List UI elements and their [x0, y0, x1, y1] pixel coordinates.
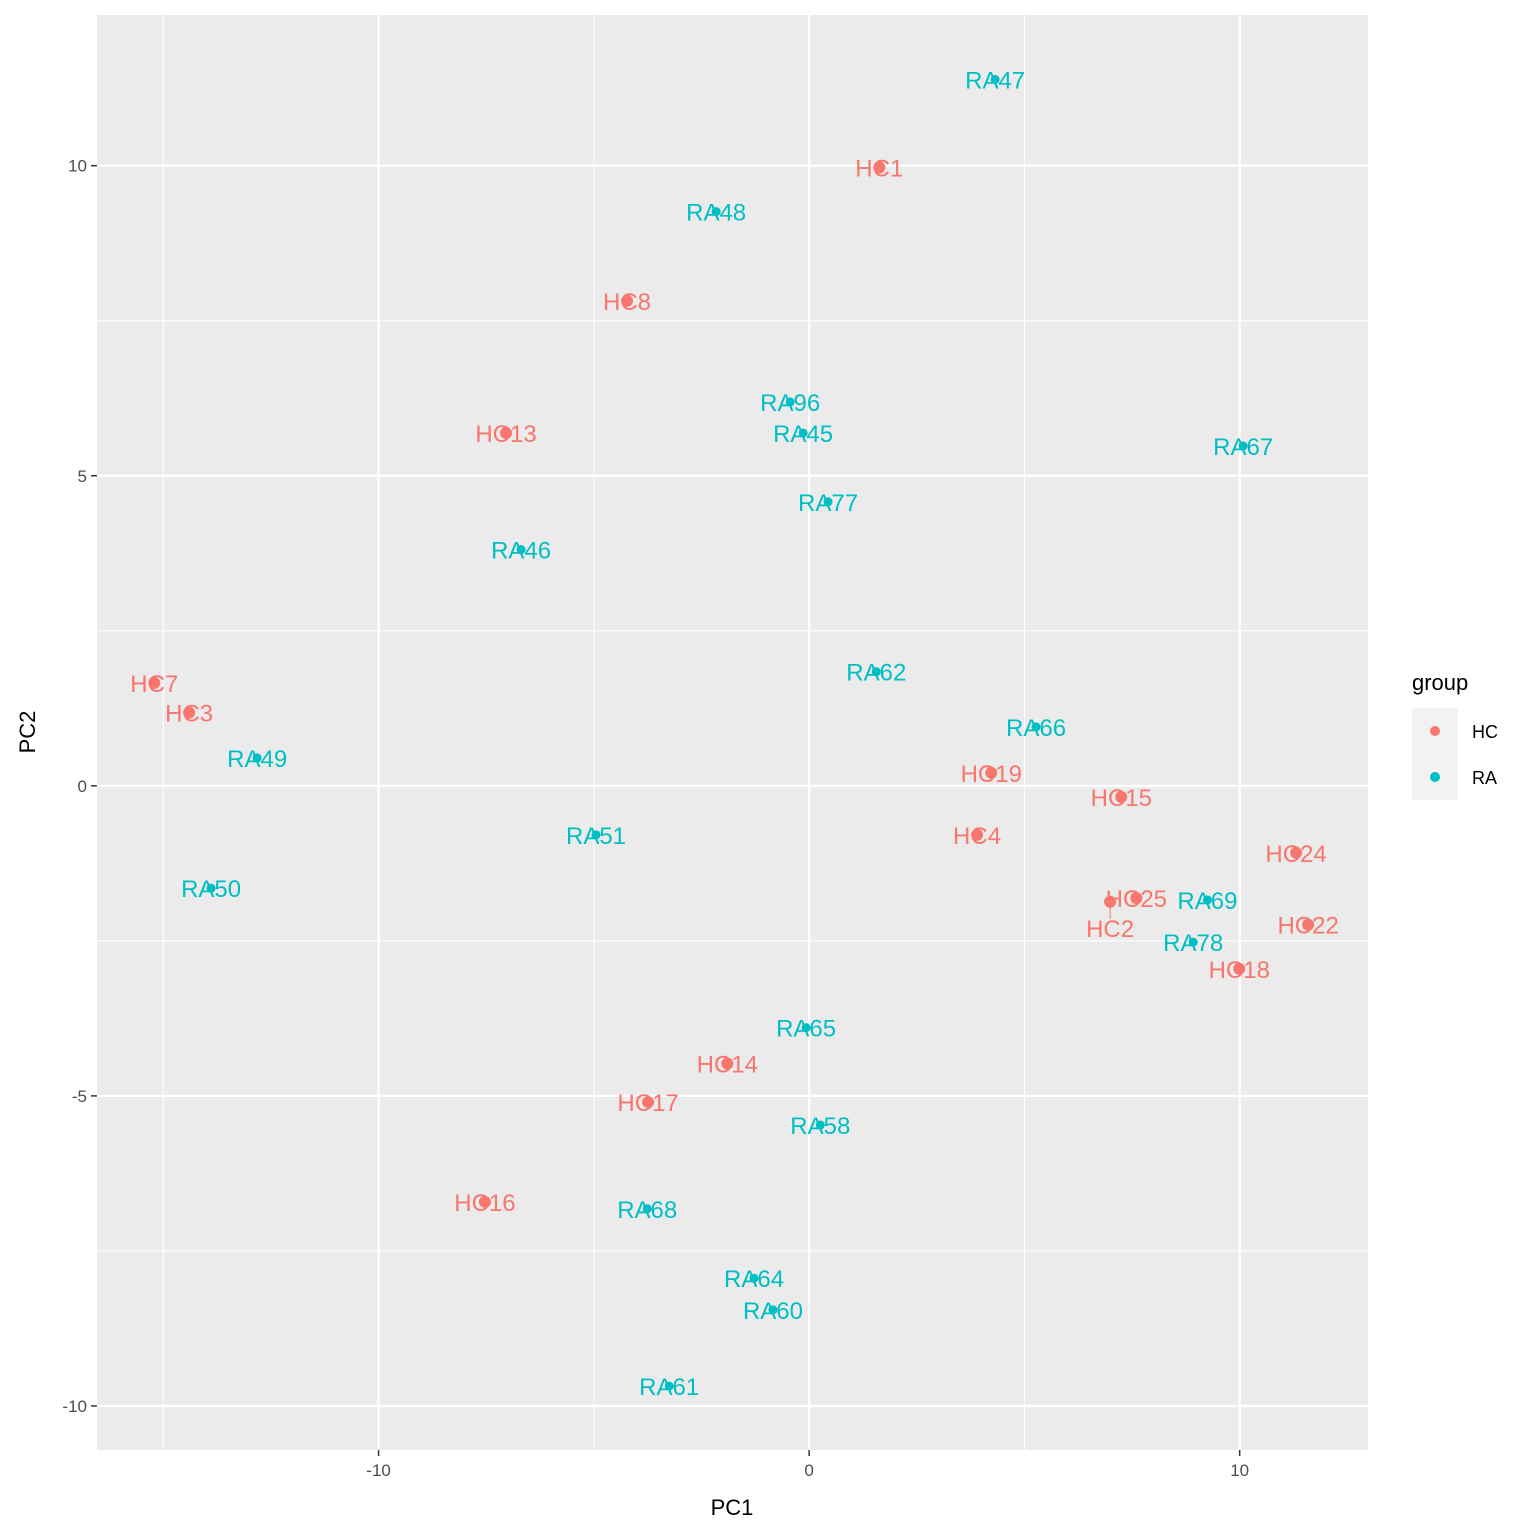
point-label-hc22: HC22 — [1277, 913, 1338, 940]
data-point-hc24 — [1290, 846, 1303, 859]
x-axis-title: PC1 — [711, 1495, 754, 1520]
data-point-ra96 — [785, 397, 795, 407]
point-label-ra49: RA49 — [227, 746, 287, 773]
legend-key-bg — [1412, 708, 1458, 800]
point-label-hc17: HC17 — [617, 1090, 678, 1117]
data-point-ra62 — [871, 667, 881, 677]
point-label-hc2: HC2 — [1086, 916, 1134, 943]
point-label-hc3: HC3 — [165, 701, 213, 728]
labels-layer: RA47 HC1 RA48 HC8 RA96 RA45 HC13 RA67 RA77 RA46 RA… — [130, 67, 1339, 1401]
point-label-hc25: HC25 — [1106, 886, 1167, 913]
point-label-hc4: HC4 — [953, 823, 1001, 850]
point-label-ra65: RA65 — [776, 1016, 836, 1043]
data-point-ra51 — [591, 830, 601, 840]
point-label-ra47: RA47 — [965, 67, 1025, 94]
data-point-ra60 — [768, 1305, 778, 1315]
data-point-ra69 — [1202, 895, 1212, 905]
data-point-hc7 — [148, 676, 161, 689]
y-tick-label: -10 — [62, 1397, 87, 1416]
data-point-ra58 — [815, 1120, 825, 1130]
data-point-ra61 — [664, 1381, 674, 1391]
data-point-ra67 — [1238, 441, 1248, 451]
point-label-hc19: HC19 — [961, 761, 1022, 788]
data-point-hc3 — [183, 706, 196, 719]
y-axis-title: PC2 — [15, 711, 40, 754]
x-tick-label: -10 — [366, 1461, 391, 1480]
plot-panel — [97, 15, 1368, 1450]
data-point-ra49 — [252, 753, 262, 763]
point-label-ra60: RA60 — [743, 1298, 803, 1325]
data-point-ra45 — [798, 428, 808, 438]
point-label-ra50: RA50 — [181, 876, 241, 903]
point-label-ra96: RA96 — [760, 390, 820, 417]
legend-label-hc: HC — [1472, 722, 1498, 742]
y-tick-label: 10 — [68, 157, 87, 176]
point-label-ra68: RA68 — [617, 1197, 677, 1224]
y-tick-label: 5 — [78, 467, 87, 486]
data-point-hc15 — [1115, 790, 1128, 803]
point-label-ra46: RA46 — [491, 538, 551, 565]
data-point-hc8 — [621, 294, 634, 307]
data-point-ra66 — [1031, 722, 1041, 732]
point-label-hc8: HC8 — [603, 289, 651, 316]
data-point-hc14 — [721, 1057, 734, 1070]
data-point-hc22 — [1302, 918, 1315, 931]
legend-title: group — [1412, 670, 1468, 695]
point-label-ra48: RA48 — [686, 200, 746, 227]
point-label-ra58: RA58 — [790, 1113, 850, 1140]
point-label-ra51: RA51 — [566, 823, 626, 850]
legend: group HC RA — [1412, 670, 1498, 800]
data-point-ra78 — [1188, 937, 1198, 947]
y-tick-label: -5 — [72, 1087, 87, 1106]
data-point-hc18 — [1233, 962, 1246, 975]
x-tick-label: 0 — [804, 1461, 813, 1480]
point-label-hc7: HC7 — [130, 671, 178, 698]
point-label-ra64: RA64 — [724, 1266, 784, 1293]
y-tick-label: 0 — [78, 777, 87, 796]
point-label-hc14: HC14 — [697, 1052, 758, 1079]
point-label-ra69: RA69 — [1177, 888, 1237, 915]
legend-key-hc — [1430, 726, 1440, 736]
point-label-hc16: HC16 — [454, 1190, 515, 1217]
gridlines — [97, 15, 1368, 1450]
point-label-ra62: RA62 — [846, 660, 906, 687]
data-point-hc25 — [1130, 892, 1143, 905]
data-point-hc13 — [500, 426, 513, 439]
data-point-ra48 — [711, 207, 721, 217]
point-label-hc15: HC15 — [1091, 785, 1152, 812]
data-point-hc4 — [971, 828, 984, 841]
data-point-ra68 — [642, 1204, 652, 1214]
data-point-ra46 — [516, 545, 526, 555]
point-label-hc18: HC18 — [1209, 957, 1270, 984]
data-point-hc1 — [873, 161, 886, 174]
data-point-ra50 — [206, 883, 216, 893]
data-point-hc16 — [478, 1195, 491, 1208]
data-point-ra64 — [749, 1273, 759, 1283]
point-label-ra78: RA78 — [1163, 930, 1223, 957]
point-label-ra77: RA77 — [798, 490, 858, 517]
point-label-hc1: HC1 — [855, 156, 903, 183]
point-label-ra61: RA61 — [639, 1374, 699, 1401]
axis-ticks: -10 0 10 -10 -5 0 5 10 — [62, 157, 1249, 1480]
data-point-ra77 — [823, 497, 833, 507]
data-point-hc17 — [642, 1096, 655, 1109]
point-label-ra45: RA45 — [773, 421, 833, 448]
point-label-hc13: HC13 — [475, 421, 536, 448]
point-label-ra66: RA66 — [1006, 715, 1066, 742]
x-tick-label: 10 — [1230, 1461, 1249, 1480]
points-layer — [148, 74, 1315, 1391]
data-point-ra65 — [801, 1023, 811, 1033]
legend-label-ra: RA — [1472, 768, 1497, 788]
point-label-ra67: RA67 — [1213, 434, 1273, 461]
point-label-hc24: HC24 — [1265, 841, 1326, 868]
data-point-ra47 — [990, 74, 1000, 84]
legend-key-ra — [1430, 772, 1440, 782]
data-point-hc19 — [985, 766, 998, 779]
